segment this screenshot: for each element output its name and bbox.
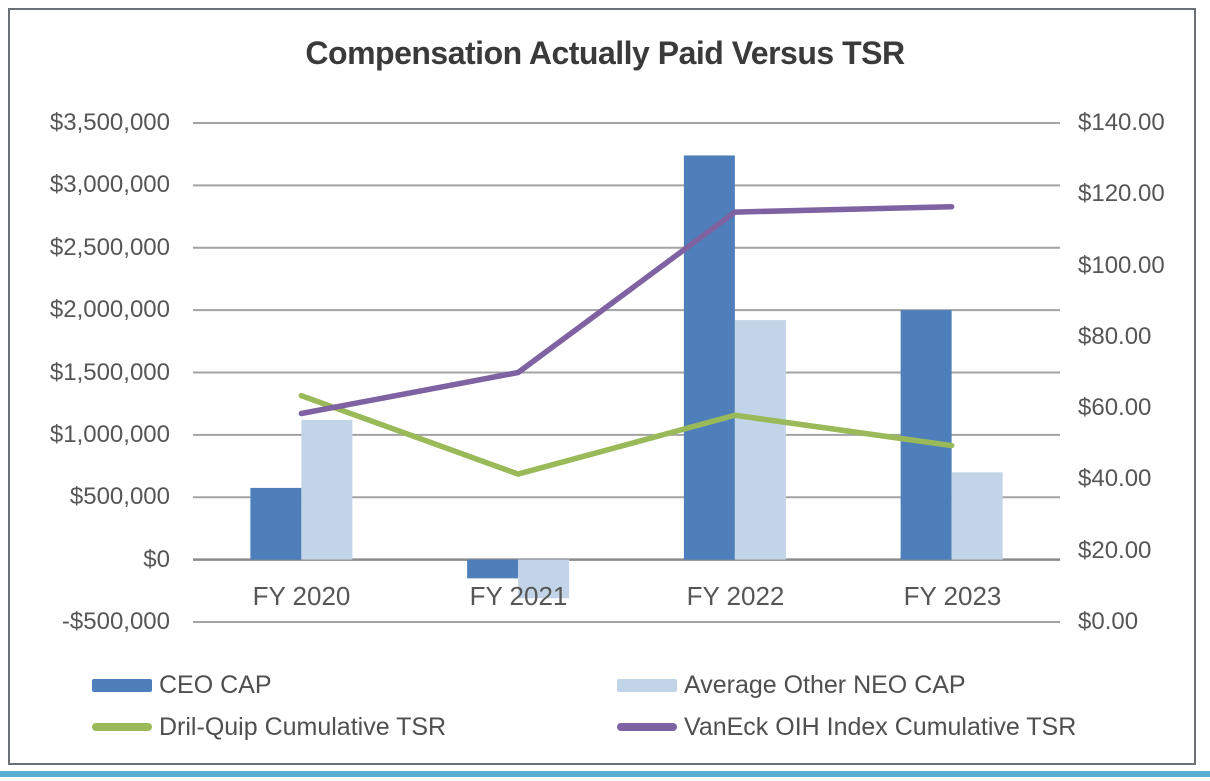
legend-label: Average Other NEO CAP	[684, 670, 966, 699]
category-label: FY 2020	[252, 581, 351, 611]
left-axis-tick-label: $500,000	[69, 483, 170, 510]
neo-cap-bar-swatch	[617, 678, 677, 692]
right-axis-tick-label: $0.00	[1078, 608, 1139, 635]
bar-ceo-cap-fy2022	[683, 155, 735, 560]
legend-item-dril-quip-tsr: Dril-Quip Cumulative TSR	[92, 713, 446, 741]
left-axis-tick-label: -$500,000	[61, 608, 170, 635]
category-label: FY 2021	[469, 581, 568, 611]
line-dril-quip-cumulative-tsr	[298, 392, 955, 477]
right-axis-tick-label: $80.00	[1078, 323, 1152, 350]
ceo-cap-bar-swatch	[92, 678, 152, 692]
bar-ceo-cap-fy2021	[467, 559, 519, 579]
line-vaneck-oih-index-cumulative-tsr	[298, 204, 955, 417]
right-axis-tick-label: $40.00	[1078, 465, 1152, 492]
bar-ceo-cap-fy2020	[250, 487, 302, 560]
page-bottom-strip	[0, 771, 1210, 777]
left-axis-tick-label: $0	[143, 546, 170, 573]
legend-item-avg-other-neo-cap: Average Other NEO CAP	[617, 671, 966, 699]
left-axis-tick-label: $2,000,000	[49, 296, 170, 323]
bar-ceo-cap-fy2023	[900, 310, 952, 560]
left-axis-tick-label: $1,500,000	[49, 359, 170, 386]
legend-item-vaneck-oih-tsr: VanEck OIH Index Cumulative TSR	[617, 713, 1076, 741]
legend-item-ceo-cap: CEO CAP	[92, 671, 272, 699]
left-axis-tick-label: $3,500,000	[49, 109, 170, 136]
legend-label: VanEck OIH Index Cumulative TSR	[684, 712, 1077, 741]
vaneck-line-swatch	[617, 723, 677, 731]
legend-label: CEO CAP	[159, 670, 272, 699]
right-axis-tick-label: $100.00	[1078, 252, 1165, 279]
bar-average-other-neo-cap-fy2023	[951, 472, 1003, 560]
right-axis-tick-label: $140.00	[1078, 109, 1165, 136]
dril-quip-line-swatch	[92, 723, 152, 731]
right-axis-tick-label: $20.00	[1078, 537, 1152, 564]
category-label: FY 2022	[686, 581, 785, 611]
left-axis-tick-label: $3,000,000	[49, 171, 170, 198]
bar-average-other-neo-cap-fy2021	[518, 559, 570, 599]
bar-average-other-neo-cap-fy2020	[301, 419, 353, 560]
category-label: FY 2023	[903, 581, 1002, 611]
right-axis-tick-label: $120.00	[1078, 180, 1165, 207]
right-axis-tick-label: $60.00	[1078, 394, 1152, 421]
legend-label: Dril-Quip Cumulative TSR	[159, 712, 447, 741]
left-axis-tick-label: $1,000,000	[49, 421, 170, 448]
chart-frame	[8, 8, 1196, 765]
left-axis-tick-label: $2,500,000	[49, 234, 170, 261]
bar-average-other-neo-cap-fy2022	[734, 320, 786, 560]
chart-title: Compensation Actually Paid Versus TSR	[305, 35, 905, 71]
